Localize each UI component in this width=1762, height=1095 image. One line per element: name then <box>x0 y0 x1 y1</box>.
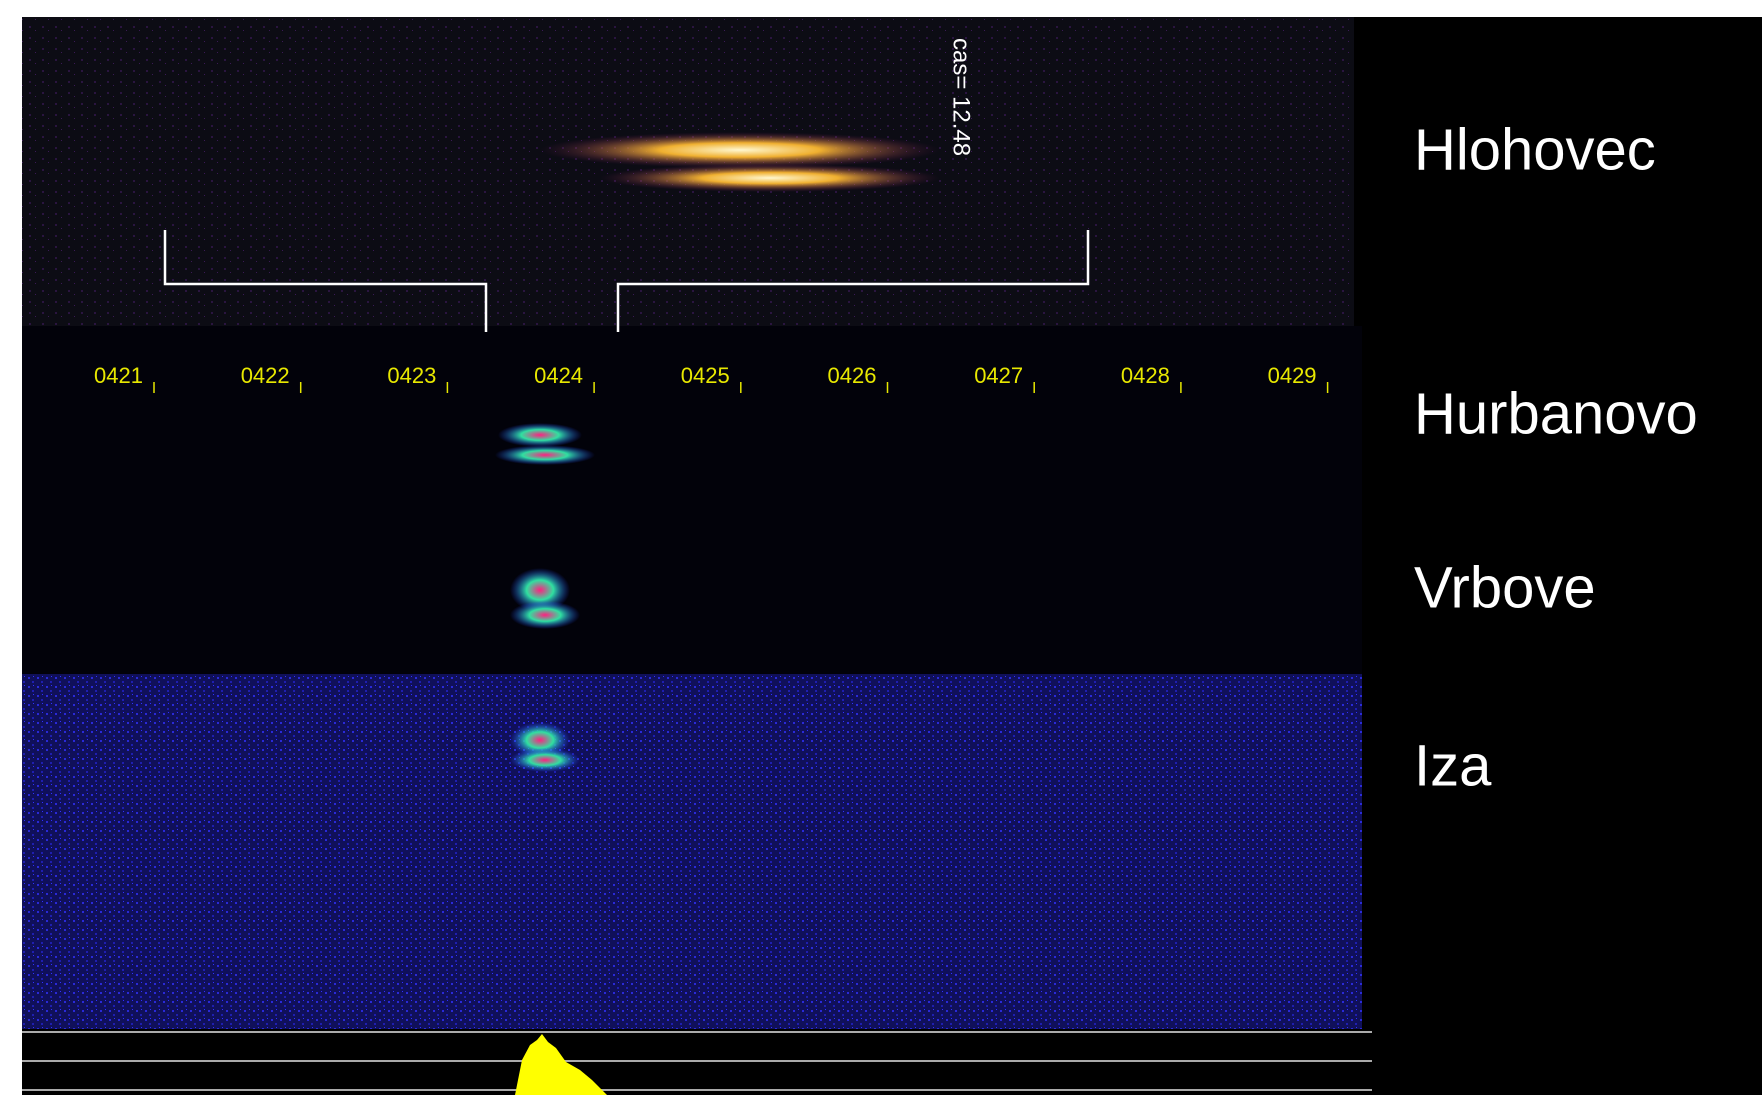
time-tick-label: 0423 <box>387 363 436 388</box>
time-tick-label: 0428 <box>1121 363 1170 388</box>
echo <box>495 445 595 465</box>
time-tick-label: 0426 <box>828 363 877 388</box>
echo <box>510 601 580 629</box>
echo <box>540 132 940 168</box>
iza-panel <box>22 674 1362 1029</box>
time-tick-label: 0421 <box>94 363 143 388</box>
echo <box>600 164 940 192</box>
station-label: Hurbanovo <box>1414 381 1698 446</box>
page: cas= 12.48 Hlohovec Hurbanovo Vrbove Iza 042… <box>0 0 1762 1095</box>
echo <box>510 748 580 772</box>
time-tick-label: 0424 <box>534 363 583 388</box>
screenshot: cas= 12.48 Hlohovec Hurbanovo Vrbove Iza 042… <box>0 0 1762 1095</box>
station-label: Hlohovec <box>1414 117 1656 182</box>
time-tick-label: 0429 <box>1268 363 1317 388</box>
time-tick-label: 0422 <box>241 363 290 388</box>
station-label: Iza <box>1414 733 1492 798</box>
station-label: Vrbove <box>1414 555 1596 620</box>
time-tick-label: 0425 <box>681 363 730 388</box>
echo <box>498 423 582 447</box>
time-tick-label: 0427 <box>974 363 1023 388</box>
annotation: cas= 12.48 <box>948 38 975 156</box>
